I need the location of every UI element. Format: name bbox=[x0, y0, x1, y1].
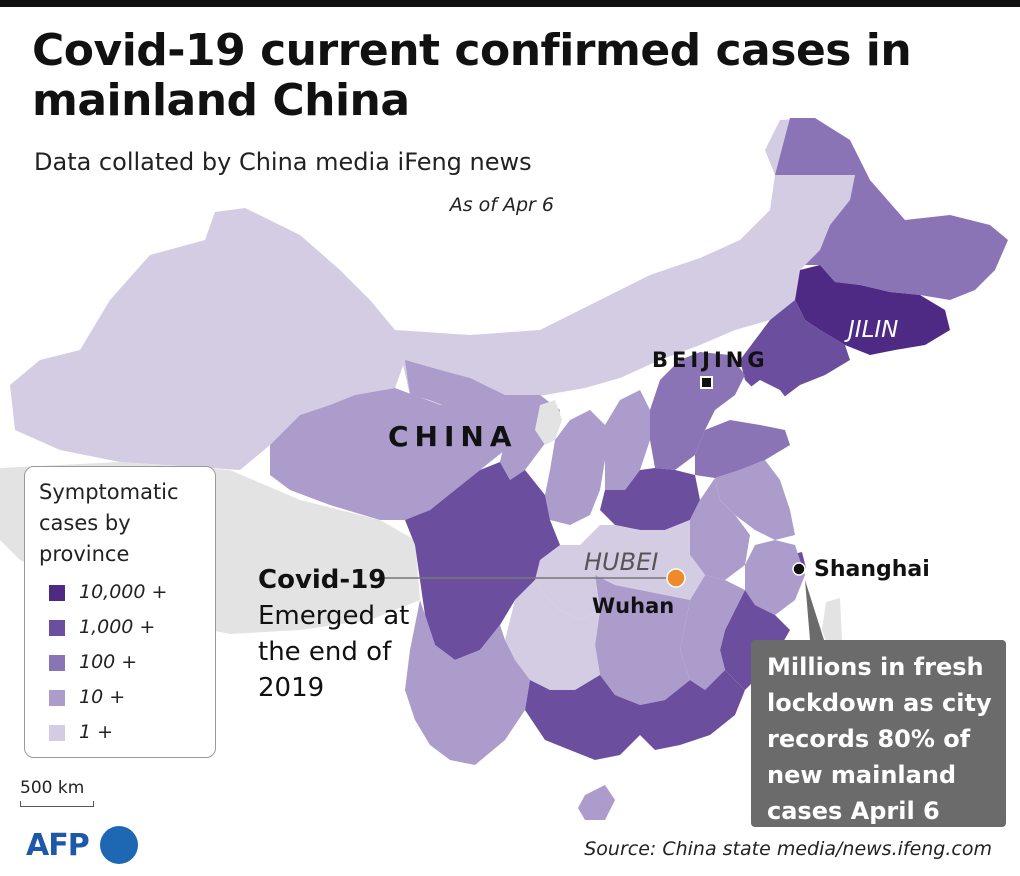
region-yunnan bbox=[405, 600, 530, 765]
legend-label: 1,000 + bbox=[79, 616, 156, 638]
origin-note-heading: Covid-19 bbox=[258, 565, 387, 595]
region-liaoning bbox=[740, 300, 850, 400]
scale-label: 500 km bbox=[20, 778, 85, 798]
region-shandong bbox=[695, 420, 790, 478]
source-credit: Source: China state media/news.ifeng.com bbox=[584, 838, 992, 860]
region-jiangxi bbox=[680, 575, 745, 690]
date-label: As of Apr 6 bbox=[449, 194, 554, 216]
top-rule bbox=[0, 0, 1020, 7]
shanghai-callout: Millions in fresh lockdown as city recor… bbox=[751, 640, 1006, 827]
subtitle: Data collated by China media iFeng news bbox=[34, 148, 532, 176]
region-jilin bbox=[795, 265, 950, 355]
origin-note: Covid-19 Emerged at the end of 2019 bbox=[258, 562, 438, 706]
scale-bar bbox=[20, 801, 94, 807]
region-jiangsu bbox=[715, 460, 795, 540]
jilin-label: JILIN bbox=[848, 317, 899, 343]
legend-title: Symptomatic cases by province bbox=[39, 480, 179, 566]
legend-swatch bbox=[49, 725, 65, 741]
legend-label: 100 + bbox=[79, 651, 138, 673]
region-taiwan bbox=[822, 598, 842, 652]
country-label: CHINA bbox=[388, 420, 518, 453]
region-xinjiang bbox=[10, 208, 405, 470]
legend-swatch bbox=[49, 690, 65, 706]
legend-label: 1 + bbox=[79, 721, 114, 743]
region-ningxia bbox=[535, 400, 562, 445]
bohai-sea bbox=[740, 380, 795, 430]
region-qinghai bbox=[270, 388, 505, 520]
region-hebei bbox=[650, 352, 745, 470]
callout-pointer bbox=[805, 580, 824, 640]
wuhan-marker bbox=[666, 568, 686, 588]
region-guizhou bbox=[505, 580, 600, 690]
region-heilongjiang bbox=[775, 118, 1008, 300]
legend-swatch bbox=[49, 620, 65, 636]
region-guangdong bbox=[640, 670, 745, 750]
logo-text: AFP bbox=[26, 828, 90, 863]
legend-swatch bbox=[49, 585, 65, 601]
hubei-label: HUBEI bbox=[584, 548, 659, 576]
legend-swatch bbox=[49, 655, 65, 671]
region-inner-mongolia bbox=[395, 118, 855, 405]
legend-label: 10,000 + bbox=[79, 581, 168, 603]
page-title: Covid-19 current confirmed cases in main… bbox=[32, 25, 912, 126]
region-hunan bbox=[595, 575, 690, 705]
shanghai-marker bbox=[792, 562, 806, 576]
region-shanxi bbox=[605, 390, 650, 490]
shanghai-label: Shanghai bbox=[814, 557, 930, 582]
region-sichuan bbox=[405, 462, 560, 660]
legend: Symptomatic cases by province 10,000 + 1… bbox=[24, 466, 216, 758]
origin-note-body: Emerged at the end of 2019 bbox=[258, 601, 410, 703]
beijing-label: BEIJING bbox=[652, 348, 769, 372]
beijing-marker bbox=[700, 376, 713, 389]
legend-label: 10 + bbox=[79, 686, 126, 708]
wuhan-label: Wuhan bbox=[592, 594, 675, 618]
logo-dot bbox=[100, 826, 138, 864]
region-zhejiang bbox=[745, 540, 805, 615]
region-hainan bbox=[578, 785, 615, 820]
region-gansu bbox=[405, 360, 560, 480]
region-henan bbox=[600, 468, 700, 530]
region-anhui bbox=[690, 478, 750, 580]
region-shaanxi bbox=[545, 410, 605, 525]
region-guangxi bbox=[525, 675, 640, 760]
